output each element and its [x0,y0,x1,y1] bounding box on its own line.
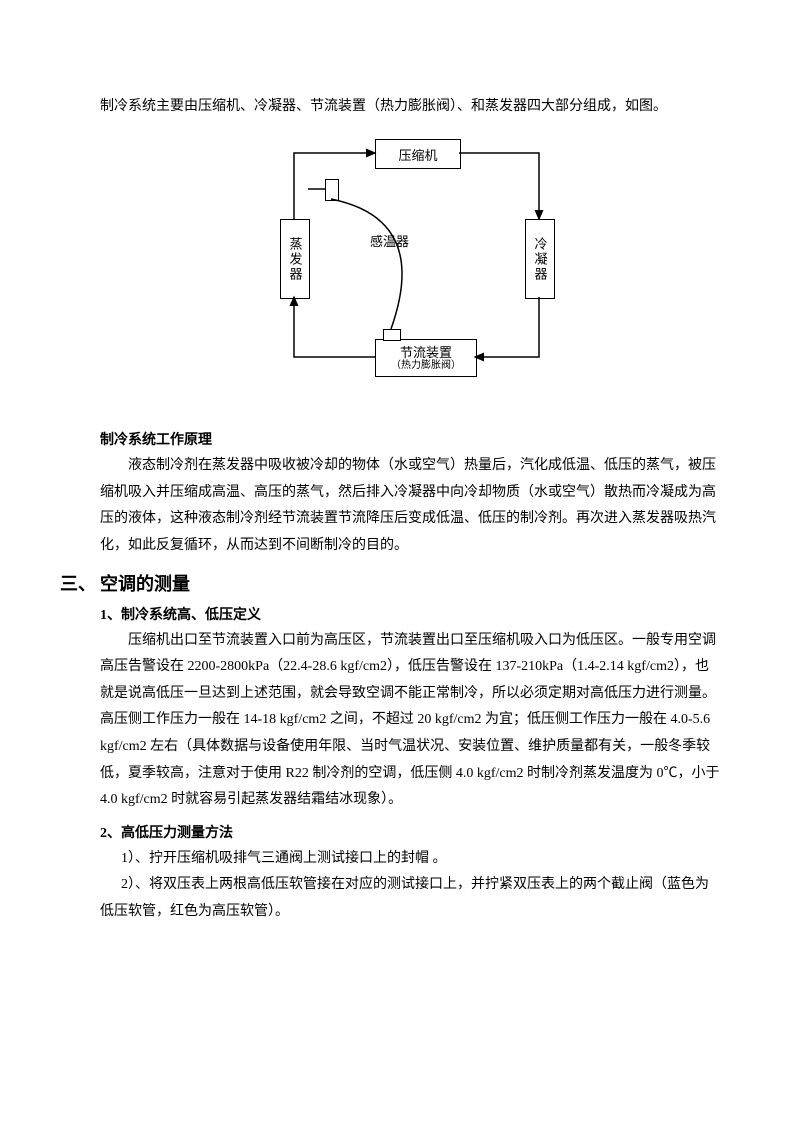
section-3-heading: 三、空调的测量 [60,570,720,596]
sub2-heading: 2、高低压力测量方法 [100,822,720,842]
sub2-step1: 1）、拧开压缩机吸排气三通阀上测试接口上的封帽 。 [100,846,720,873]
sensor-port [383,329,401,341]
sub1-body: 压缩机出口至节流装置入口前为高压区，节流装置出口至压缩机吸入口为低压区。一般专用… [100,628,720,814]
sub2-step2: 2）、将双压表上两根高低压软管接在对应的测试接口上，并拧紧双压表上的两个截止阀（… [100,872,720,925]
evaporator-box: 蒸发器 [280,219,310,299]
throttle-box: 节流装置 （热力膨胀阀） [375,339,477,377]
section-3-title: 空调的测量 [100,574,190,594]
section-3-num: 三、 [60,570,100,596]
principle-body: 液态制冷剂在蒸发器中吸收被冷却的物体（水或空气）热量后，汽化成低温、低压的蒸气，… [100,453,720,559]
throttle-main-label: 节流装置 [400,346,452,360]
sub1-heading: 1、制冷系统高、低压定义 [100,604,720,624]
throttle-sub-label: （热力膨胀阀） [391,360,461,371]
intro-text: 制冷系统主要由压缩机、冷凝器、节流装置（热力膨胀阀）、和蒸发器四大部分组成，如图… [100,94,720,119]
refrigeration-diagram: 压缩机 蒸发器 冷凝器 节流装置 （热力膨胀阀） 感温器 [250,139,570,379]
principle-heading: 制冷系统工作原理 [100,429,720,449]
sensor-head [325,179,339,201]
condenser-box: 冷凝器 [525,219,555,299]
condenser-label: 冷凝器 [531,237,550,282]
sensor-label: 感温器 [370,231,409,250]
evaporator-label: 蒸发器 [286,237,305,282]
compressor-box: 压缩机 [375,139,461,169]
diagram-container: 压缩机 蒸发器 冷凝器 节流装置 （热力膨胀阀） 感温器 [100,139,720,379]
